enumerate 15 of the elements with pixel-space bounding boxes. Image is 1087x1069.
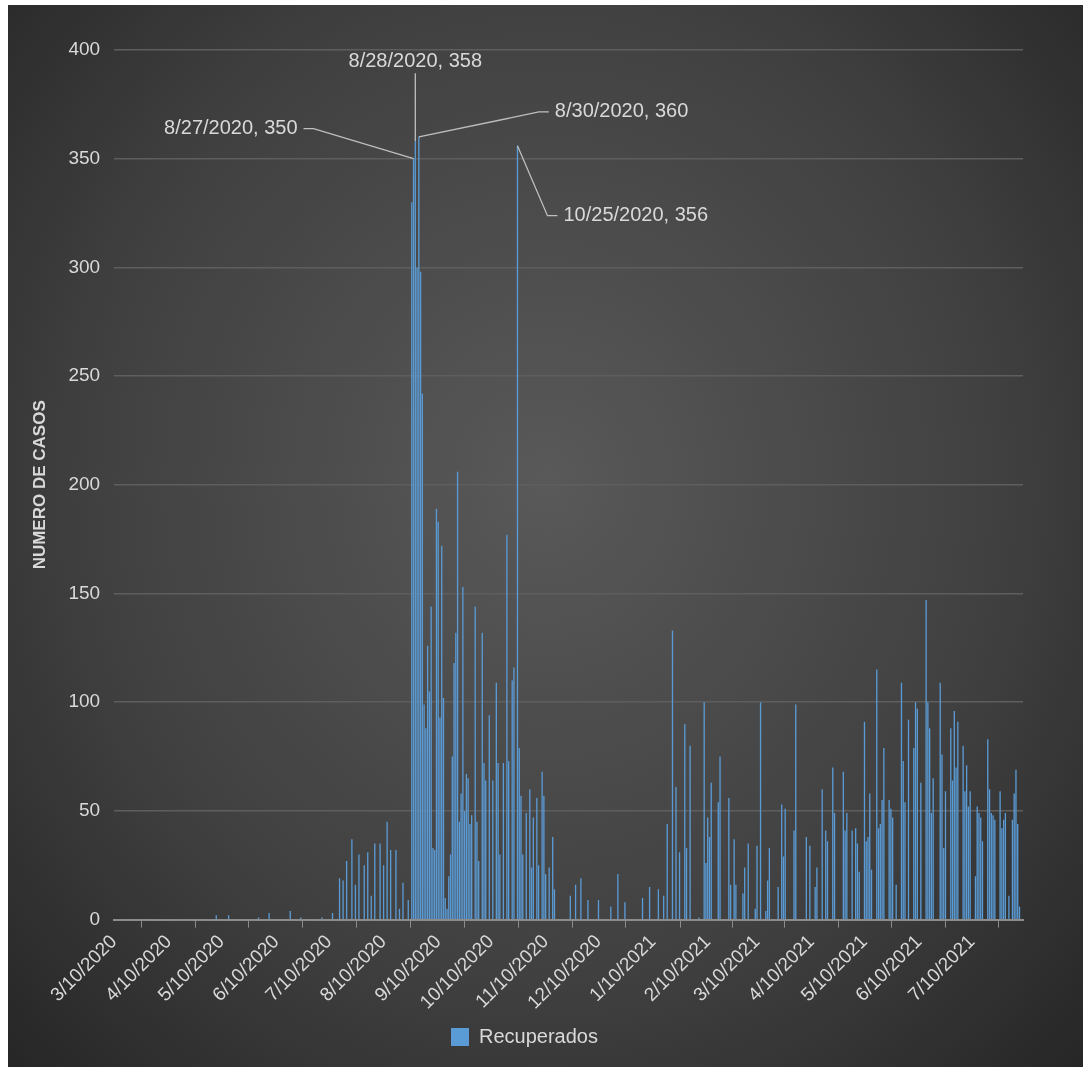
y-tick-label: 150 [68, 581, 101, 603]
y-tick-label: 350 [68, 146, 101, 168]
y-tick-label: 0 [89, 907, 101, 929]
annotation: 8/28/2020, 358 [348, 48, 483, 71]
y-tick-label: 200 [68, 473, 101, 495]
y-axis-title: NUMERO DE CASOS [29, 400, 49, 570]
y-tick-label: 250 [68, 364, 101, 386]
annotation: 8/27/2020, 350 [164, 116, 298, 139]
y-tick-label: 50 [78, 799, 101, 821]
annotation: 8/30/2020, 360 [554, 99, 689, 122]
y-tick-label: 300 [68, 255, 101, 277]
legend-label: Recuperados [479, 1024, 598, 1047]
y-tick-label: 100 [68, 690, 101, 712]
y-tick-label: 400 [68, 38, 101, 60]
annotation: 10/25/2020, 356 [563, 203, 709, 226]
